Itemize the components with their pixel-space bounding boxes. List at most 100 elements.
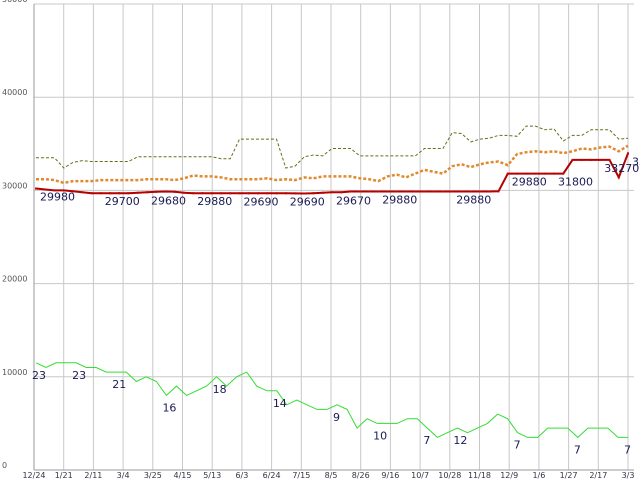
low-series-point: [183, 191, 185, 194]
low-series-point: [571, 158, 574, 161]
y-tick-label: 30000: [2, 181, 27, 190]
x-tick-label: 6/24: [263, 471, 281, 480]
x-tick-label: 10/7: [411, 471, 429, 480]
low-series-point: [543, 172, 546, 175]
x-tick-label: 6/3: [235, 471, 248, 480]
low-price-label: 29880: [382, 194, 417, 207]
low-price-label: 29880: [456, 194, 491, 207]
x-tick-label: 7/15: [292, 471, 310, 480]
count-label: 16: [162, 401, 176, 414]
low-series-point: [617, 176, 620, 179]
low-price-label: 29680: [151, 194, 186, 207]
low-series-point: [44, 188, 47, 191]
count-series-line: [35, 362, 628, 439]
low-series-point: [220, 192, 222, 195]
x-tick-label: 1/27: [560, 471, 578, 480]
low-price-label: 31800: [558, 176, 593, 189]
plot-background: [34, 4, 634, 470]
y-tick-label: 20000: [2, 275, 27, 284]
low-series-point: [321, 191, 324, 194]
x-tick-label: 11/18: [468, 471, 491, 480]
low-series-point: [349, 190, 352, 193]
count-label: 14: [273, 397, 287, 410]
low-series-point: [118, 192, 121, 195]
low-series-point: [275, 192, 278, 195]
x-tick-label: 3/4: [117, 471, 130, 480]
x-tick-label: 9/16: [381, 471, 399, 480]
low-price-label: 29880: [197, 195, 232, 208]
series-lines: [35, 125, 629, 439]
low-price-label: 29880: [512, 176, 547, 189]
low-series-point: [238, 192, 241, 195]
low-series-point: [627, 152, 629, 155]
count-label: 12: [453, 434, 467, 447]
low-series-point: [580, 158, 583, 161]
low-series-point: [164, 190, 167, 193]
low-series-point: [534, 172, 537, 175]
x-tick-label: 8/26: [352, 471, 370, 480]
low-series-point: [127, 192, 130, 195]
low-series-point: [516, 172, 518, 175]
data-labels: 29980 29700 29680 29880 29690 29690 29670 29880…: [32, 155, 640, 456]
y-tick-label: 40000: [2, 88, 27, 97]
low-series-point: [479, 190, 481, 193]
low-series-point: [395, 190, 398, 193]
high-series-line: [36, 125, 629, 169]
low-series-point: [608, 158, 611, 161]
low-series-point: [155, 190, 158, 193]
low-series-point: [53, 189, 56, 192]
x-tick-label: 1/21: [55, 471, 73, 480]
low-series-point: [469, 190, 472, 193]
x-tick-label: 5/13: [203, 471, 221, 480]
x-tick-label: 8/5: [325, 471, 338, 480]
low-series-point: [562, 172, 565, 175]
low-series-point: [377, 190, 380, 193]
x-tick-label: 12/9: [500, 471, 518, 480]
low-series-point: [35, 187, 37, 190]
low-series-point: [284, 192, 287, 195]
x-tick-label: 4/15: [174, 471, 192, 480]
low-price-label: 29670: [336, 194, 371, 207]
low-series-point: [590, 158, 592, 161]
y-tick-label: 0: [2, 461, 7, 470]
low-series-point: [303, 192, 306, 195]
x-tick-label: 2/11: [84, 471, 102, 480]
low-series-point: [266, 192, 269, 195]
count-label: 7: [423, 434, 430, 447]
low-series-point: [488, 190, 491, 193]
low-price-label: 29980: [40, 191, 75, 204]
low-price-label: 29690: [290, 195, 325, 208]
count-label: 23: [32, 369, 46, 382]
low-series-point: [99, 192, 102, 195]
low-series-point: [405, 190, 407, 193]
low-series-point: [525, 172, 528, 175]
low-series-point: [358, 190, 361, 193]
low-series-point: [368, 190, 370, 193]
low-series-point: [201, 192, 204, 195]
low-series-point: [72, 190, 74, 193]
low-series-point: [81, 191, 84, 194]
y-tick-label: 50000: [2, 0, 27, 4]
low-series-point: [229, 192, 232, 195]
low-series-point: [192, 192, 195, 195]
low-series-point: [210, 192, 213, 195]
low-price-label: 29700: [105, 195, 140, 208]
low-series-point: [340, 191, 343, 194]
count-label: 7: [624, 443, 631, 456]
x-tick-label: 1/6: [532, 471, 545, 480]
x-tick-label: 3/25: [144, 471, 162, 480]
low-series-point: [146, 191, 148, 194]
low-series-point: [257, 192, 259, 195]
low-series-point: [451, 190, 454, 193]
low-series-point: [294, 192, 296, 195]
low-series-point: [109, 192, 111, 195]
low-series-point: [173, 190, 176, 193]
low-series-point: [497, 190, 500, 193]
low-series-point: [247, 192, 250, 195]
low-series-point: [423, 190, 426, 193]
count-label: 7: [514, 439, 521, 452]
x-tick-label: 3/3: [622, 471, 635, 480]
x-tick-label: 2/17: [589, 471, 607, 480]
